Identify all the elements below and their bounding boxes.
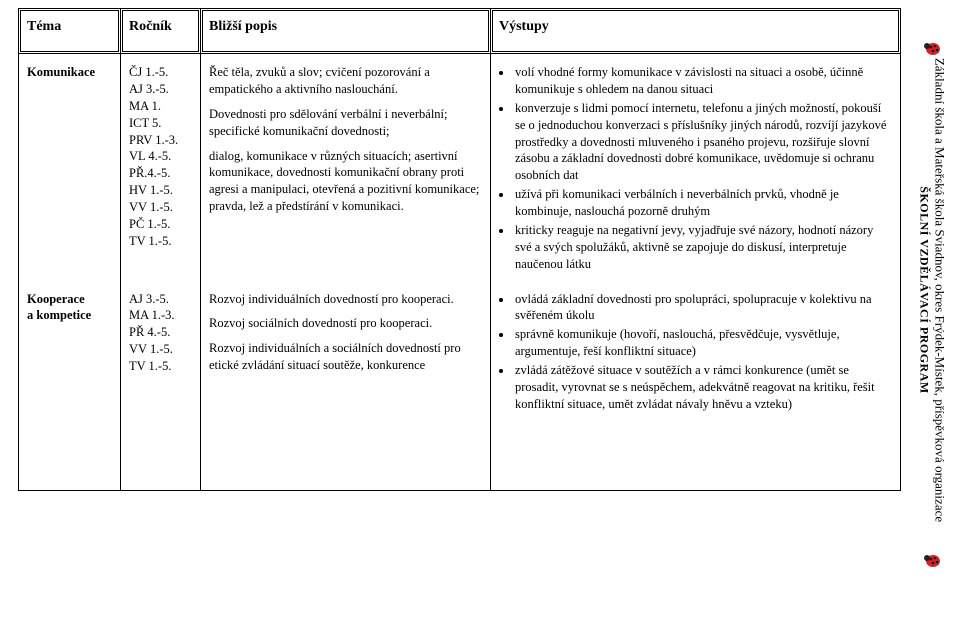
col-header-tema: Téma: [19, 9, 121, 54]
col-header-vystupy: Výstupy: [491, 9, 901, 54]
cell-vystupy: volí vhodné formy komunikace v závislost…: [491, 54, 901, 281]
rocnik-item: HV 1.-5.: [129, 182, 192, 199]
popis-paragraph: Rozvoj individuálních dovedností pro koo…: [209, 291, 482, 308]
side-title-sub: ŠKOLNÍ VZDĚLÁVACÍ PROGRAM: [916, 58, 931, 522]
rocnik-item: TV 1.-5.: [129, 358, 192, 375]
cell-vystupy: ovládá základní dovednosti pro spoluprác…: [491, 281, 901, 491]
cell-tema: Komunikace: [19, 54, 121, 281]
rocnik-item: VV 1.-5.: [129, 341, 192, 358]
rocnik-item: PČ 1.-5.: [129, 216, 192, 233]
cell-popis: Řeč těla, zvuků a slov; cvičení pozorová…: [201, 54, 491, 281]
popis-paragraph: Rozvoj individuálních a sociálních doved…: [209, 340, 482, 374]
vystup-item: kriticky reaguje na negativní jevy, vyja…: [513, 222, 892, 273]
vystup-item: zvládá zátěžové situace v soutěžích a v …: [513, 362, 892, 413]
popis-paragraph: dialog, komunikace v různých situacích; …: [209, 148, 482, 216]
rocnik-item: MA 1.-3.: [129, 307, 192, 324]
rocnik-item: ČJ 1.-5.: [129, 64, 192, 81]
cell-rocnik: AJ 3.-5. MA 1.-3. PŘ 4.-5. VV 1.-5. TV 1…: [121, 281, 201, 491]
side-banner: Základní škola a Mateřská škola Sviadnov…: [912, 40, 952, 580]
rocnik-item: MA 1.: [129, 98, 192, 115]
table-row: Komunikace ČJ 1.-5. AJ 3.-5. MA 1. ICT 5…: [19, 54, 901, 281]
rocnik-item: TV 1.-5.: [129, 233, 192, 250]
vystup-item: volí vhodné formy komunikace v závislost…: [513, 64, 892, 98]
cell-rocnik: ČJ 1.-5. AJ 3.-5. MA 1. ICT 5. PRV 1.-3.…: [121, 54, 201, 281]
cell-tema: Kooperace a kompetice: [19, 281, 121, 491]
popis-paragraph: Rozvoj sociálních dovedností pro koopera…: [209, 315, 482, 332]
rocnik-item: VL 4.-5.: [129, 148, 192, 165]
side-title-main: Základní škola a Mateřská škola Sviadnov…: [933, 58, 948, 522]
rocnik-item: AJ 3.-5.: [129, 81, 192, 98]
vystup-item: ovládá základní dovednosti pro spoluprác…: [513, 291, 892, 325]
side-title: Základní škola a Mateřská škola Sviadnov…: [916, 58, 947, 522]
rocnik-item: AJ 3.-5.: [129, 291, 192, 308]
ladybug-icon: [922, 40, 942, 56]
rocnik-item: VV 1.-5.: [129, 199, 192, 216]
vystup-item: správně komunikuje (hovoří, naslouchá, p…: [513, 326, 892, 360]
popis-paragraph: Dovednosti pro sdělování verbální i neve…: [209, 106, 482, 140]
table-row: Kooperace a kompetice AJ 3.-5. MA 1.-3. …: [19, 281, 901, 491]
ladybug-icon: [922, 552, 942, 568]
rocnik-item: ICT 5.: [129, 115, 192, 132]
col-header-popis: Bližší popis: [201, 9, 491, 54]
rocnik-item: PŘ.4.-5.: [129, 165, 192, 182]
vystup-item: užívá při komunikaci verbálních i neverb…: [513, 186, 892, 220]
popis-paragraph: Řeč těla, zvuků a slov; cvičení pozorová…: [209, 64, 482, 98]
col-header-rocnik: Ročník: [121, 9, 201, 54]
cell-popis: Rozvoj individuálních dovedností pro koo…: [201, 281, 491, 491]
rocnik-item: PRV 1.-3.: [129, 132, 192, 149]
table-header-row: Téma Ročník Bližší popis Výstupy: [19, 9, 901, 54]
vystup-item: konverzuje s lidmi pomocí internetu, tel…: [513, 100, 892, 184]
page-number: 17: [0, 309, 4, 321]
rocnik-item: PŘ 4.-5.: [129, 324, 192, 341]
curriculum-table: Téma Ročník Bližší popis Výstupy Komunik…: [18, 8, 901, 491]
